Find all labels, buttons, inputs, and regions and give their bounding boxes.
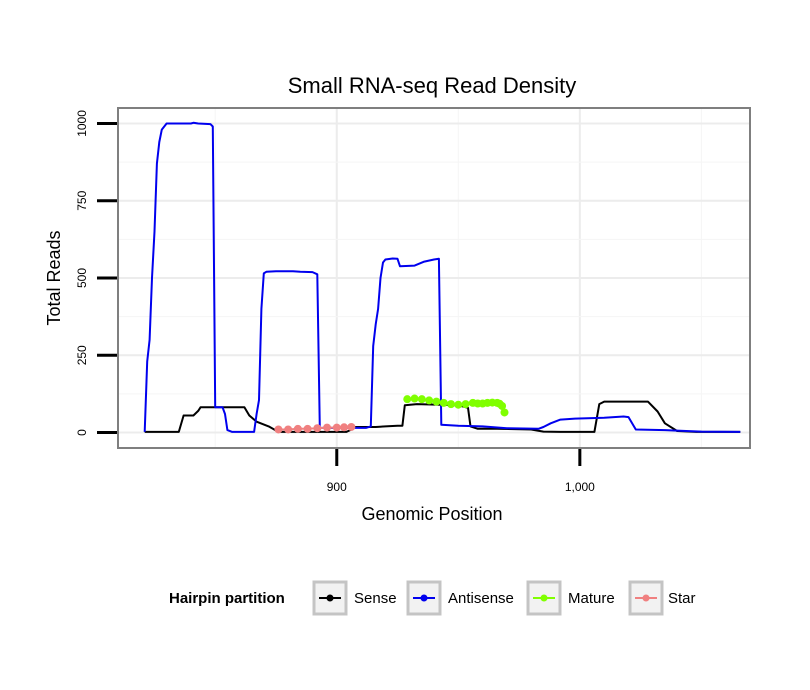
data-point-mature — [410, 394, 419, 403]
y-tick-label: 250 — [75, 345, 89, 365]
x-tick-label: 1,000 — [565, 480, 595, 494]
legend-label: Antisense — [448, 590, 514, 607]
series-sense — [144, 400, 741, 433]
y-axis-title: Total Reads — [44, 230, 64, 325]
legend-key-point — [540, 594, 548, 602]
legend: Hairpin partition Sense Antisense Mature St… — [169, 580, 696, 616]
y-tick-label: 500 — [75, 268, 89, 288]
y-tick-label: 750 — [75, 190, 89, 210]
data-point-mature — [425, 396, 434, 405]
grid — [118, 108, 750, 448]
plot-border — [117, 107, 751, 449]
data-point-star — [347, 422, 356, 431]
data-point-star — [313, 424, 322, 433]
series-mature — [403, 394, 509, 417]
data-point-mature — [447, 400, 456, 409]
data-point-mature — [432, 397, 441, 406]
legend-label: Sense — [354, 590, 397, 607]
legend-item-star: Star — [628, 580, 696, 616]
legend-label: Mature — [568, 590, 615, 607]
data-point-mature — [403, 395, 412, 404]
x-tick-label: 900 — [327, 480, 347, 494]
legend-item-antisense: Antisense — [406, 580, 514, 616]
data-point-mature — [461, 400, 470, 409]
data-point-mature — [500, 408, 509, 417]
legend-item-mature: Mature — [526, 580, 615, 616]
series-line-antisense — [143, 121, 741, 433]
data-point-mature — [454, 400, 463, 409]
data-point-star — [274, 425, 283, 434]
series-layer — [143, 121, 741, 434]
legend-key-point — [326, 594, 334, 602]
y-axis: 0 250 500 750 1000 — [75, 110, 117, 436]
series-antisense — [143, 121, 741, 433]
series-star — [274, 422, 356, 434]
data-point-mature — [417, 395, 426, 404]
y-tick-label: 1000 — [75, 110, 89, 137]
legend-label: Star — [668, 590, 696, 607]
data-point-mature — [498, 401, 507, 410]
data-point-star — [303, 424, 312, 433]
data-point-star — [332, 423, 341, 432]
legend-key-point — [420, 594, 428, 602]
legend-title: Hairpin partition — [169, 590, 285, 607]
data-point-star — [284, 425, 293, 434]
legend-item-sense: Sense — [312, 580, 397, 616]
legend-key-point — [642, 594, 650, 602]
y-tick-label: 0 — [75, 429, 89, 436]
data-point-mature — [439, 398, 448, 407]
data-point-star — [293, 424, 302, 433]
data-point-star — [323, 423, 332, 432]
x-axis: 900 1,000 — [327, 449, 595, 494]
chart-title: Small RNA-seq Read Density — [288, 73, 577, 98]
x-axis-title: Genomic Position — [361, 504, 502, 524]
data-point-star — [340, 423, 349, 432]
series-line-sense — [144, 400, 741, 433]
